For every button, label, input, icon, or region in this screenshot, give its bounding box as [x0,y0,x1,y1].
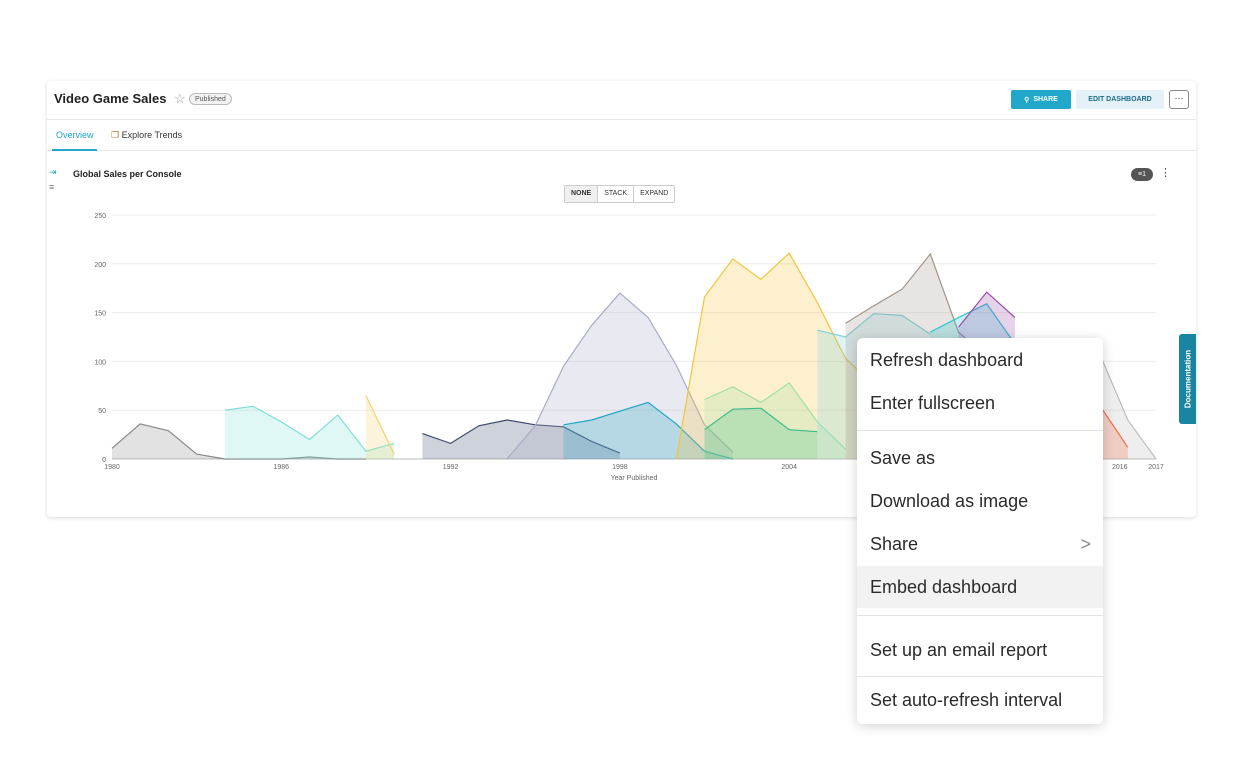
tab-overview[interactable]: Overview [56,130,94,140]
filter-lines-icon: ≡ [1138,171,1143,178]
filter-count: 1 [1142,171,1146,178]
y-tick-label: 200 [94,262,106,269]
series-line-5 [563,401,733,460]
series-line-4 [506,292,734,460]
filter-count-badge[interactable]: ≡1 [1131,168,1153,181]
menu-item-email-report[interactable]: Set up an email report [870,640,1048,660]
menu-divider [857,615,1103,616]
series-line-3 [422,419,621,454]
y-tick-label: 100 [94,359,106,366]
dashboard-header: Video Game Sales ☆ Published ⚲ SHARE EDI… [47,81,1196,120]
stack-mode-control: NONE STACK EXPAND [564,185,676,203]
share-icon: ⚲ [1024,96,1030,104]
x-tick-label: 1998 [612,464,628,471]
menu-item-embed-dashboard[interactable]: Embed dashboard [857,566,1103,608]
filter-icon[interactable]: ≡ [49,182,55,192]
chart-title: Global Sales per Console [73,169,182,179]
series-area-4 [507,293,733,459]
series-area-5 [563,402,733,459]
series-line-2 [365,395,395,455]
tab-explore-trends-label: Explore Trends [121,130,183,140]
mode-expand-button[interactable]: EXPAND [640,190,669,197]
series-area-0 [112,423,366,459]
chevron-right-icon: > [1080,534,1091,554]
page-title: Video Game Sales [54,91,167,106]
menu-item-enter-fullscreen[interactable]: Enter fullscreen [870,393,996,413]
series-line-8 [704,407,818,433]
menu-divider [857,430,1103,431]
series-line-1 [224,405,395,452]
series-line-10 [845,252,988,357]
series-area-14 [1099,353,1156,459]
x-tick-label: 1992 [443,464,459,471]
menu-item-share[interactable]: Share > [857,523,1103,565]
y-tick-label: 50 [98,408,106,415]
series-area-3 [422,420,620,459]
status-badge: Published [189,93,232,105]
menu-divider [857,676,1103,677]
share-button[interactable]: ⚲ SHARE [1011,90,1071,109]
x-tick-label: 2017 [1148,464,1164,471]
series-line-14 [1099,353,1157,460]
edit-dashboard-button[interactable]: EDIT DASHBOARD [1076,90,1164,109]
x-tick-label: 1986 [274,464,290,471]
series-line-12 [958,291,1016,328]
menu-item-download-as-image[interactable]: Download as image [870,491,1029,511]
series-line-9 [817,312,931,338]
mode-none-button[interactable]: NONE [565,186,599,202]
series-line-0 [111,423,366,460]
x-tick-label: 1980 [104,464,120,471]
expand-filters-icon[interactable]: ⇥ [49,167,57,177]
active-tab-indicator [52,149,97,151]
x-axis-label: Year Published [611,475,658,482]
series-line-15 [1099,404,1129,448]
x-tick-label: 2016 [1112,464,1128,471]
menu-item-share-label: Share [870,534,919,554]
dashboard-actions-menu: Refresh dashboard Enter fullscreen Save … [857,338,1103,724]
x-tick-label: 2004 [781,464,797,471]
more-options-button[interactable]: ··· [1169,90,1189,109]
series-area-1 [224,406,395,459]
cube-icon: ❒ [111,130,120,140]
menu-item-auto-refresh[interactable]: Set auto-refresh interval [870,690,1063,710]
y-tick-label: 250 [94,213,106,220]
series-area-7 [704,382,846,459]
share-button-label: SHARE [1033,96,1058,103]
y-tick-label: 150 [94,311,106,318]
star-icon[interactable]: ☆ [174,91,186,106]
documentation-tab[interactable]: Documentation [1179,334,1196,424]
tab-explore-trends[interactable]: ❒ Explore Trends [111,130,182,141]
series-area-15 [1099,405,1128,459]
menu-item-save-as[interactable]: Save as [870,448,936,468]
series-line-11 [930,303,1016,345]
series-line-7 [704,382,847,450]
mode-stack-button[interactable]: STACK [598,186,635,202]
documentation-label: Documentation [1183,349,1192,409]
y-tick-label: 0 [102,457,106,464]
tab-bar: Overview ❒ Explore Trends [47,120,1196,151]
series-area-6 [676,253,903,459]
menu-item-refresh-dashboard[interactable]: Refresh dashboard [870,350,1024,370]
kebab-menu-icon[interactable]: ⋮ [1160,167,1171,179]
series-area-8 [704,408,818,459]
dashboard-panel: Video Game Sales ☆ Published ⚲ SHARE EDI… [47,81,1196,517]
